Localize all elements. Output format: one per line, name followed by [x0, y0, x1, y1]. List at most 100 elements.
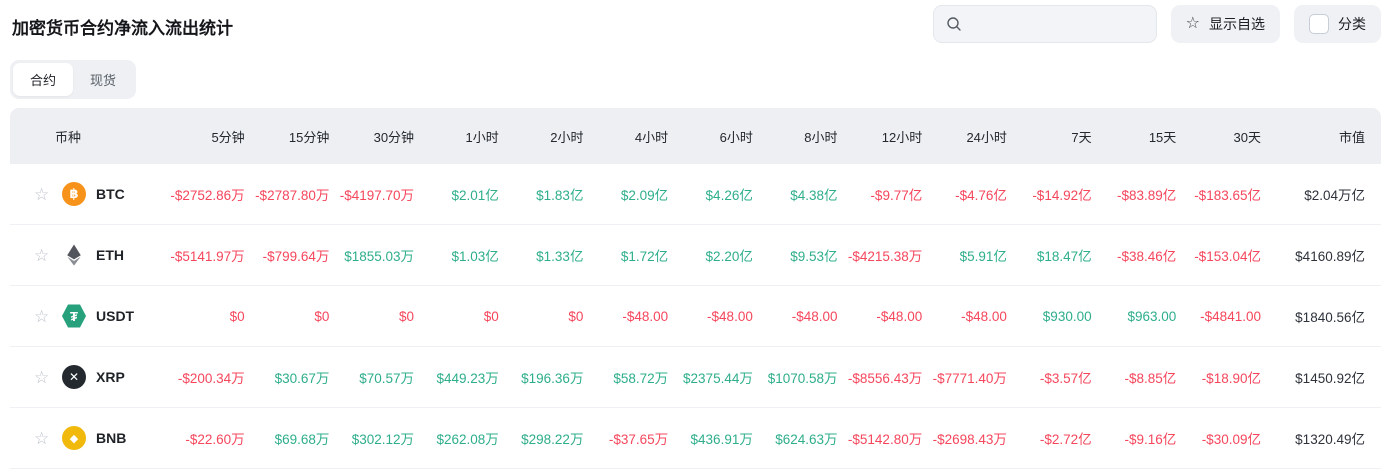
- flow-value: $18.47亿: [1036, 249, 1092, 264]
- flow-value: -$48.00: [622, 308, 669, 324]
- flow-value: $2.20亿: [705, 249, 753, 264]
- flow-value: -$153.04亿: [1194, 249, 1261, 264]
- favorite-star-icon[interactable]: ☆: [34, 184, 50, 204]
- coin-symbol: ETH: [96, 247, 124, 263]
- search-box[interactable]: [932, 5, 1157, 43]
- flow-value: -$799.64万: [262, 249, 330, 264]
- show-favorites-button[interactable]: ☆ 显示自选: [1170, 5, 1280, 43]
- column-header[interactable]: 1小时: [465, 129, 499, 145]
- table-header: 币种 5分钟 15分钟 30分钟 1小时 2小时 4小时 6小时 8小时 12小时 24小时 7天 15…: [10, 108, 1381, 164]
- category-label: 分类: [1338, 16, 1366, 32]
- flow-value: $4.38亿: [790, 188, 838, 203]
- table-row: ☆ ฿ BTC -$2752.86万 -$2787.80万 -$4197.70万 $2.01…: [10, 164, 1381, 225]
- coin-symbol: BNB: [96, 430, 127, 446]
- flow-value: $1070.58万: [767, 371, 838, 386]
- flow-value: -$48.00: [791, 308, 838, 324]
- flow-value: -$9.77亿: [870, 188, 923, 203]
- flow-value: -$48.00: [876, 308, 923, 324]
- flow-value: $2375.44万: [683, 371, 753, 386]
- flow-value: $4.26亿: [705, 188, 753, 203]
- column-header[interactable]: 24小时: [966, 129, 1007, 145]
- flow-value: $262.08万: [436, 432, 499, 447]
- column-header[interactable]: 12小时: [881, 129, 923, 145]
- column-header[interactable]: 30分钟: [373, 129, 415, 145]
- flow-value: -$2752.86万: [170, 188, 245, 203]
- btc-icon: ฿: [62, 182, 86, 206]
- table-row: ☆ ₮ USDT $0 $0 $0 $0 $0 -$48.00 -$48.00 -$48.00 -$4…: [10, 286, 1381, 347]
- flow-value: -$38.46亿: [1117, 249, 1177, 264]
- table-body: ☆ ฿ BTC -$2752.86万 -$2787.80万 -$4197.70万 $2.01…: [10, 164, 1381, 469]
- tab-bar: 合约 现货: [10, 60, 137, 99]
- flow-value: $1.33亿: [536, 249, 584, 264]
- coin-cell[interactable]: ☆ ฿ BTC: [10, 182, 160, 206]
- flow-value: -$22.60万: [185, 432, 245, 447]
- usdt-icon: ₮: [62, 304, 86, 328]
- market-cap-value: $1450.92亿: [1295, 371, 1365, 386]
- tab-contracts[interactable]: 合约: [13, 63, 74, 96]
- flow-value: -$83.89亿: [1117, 188, 1177, 203]
- flow-value: $436.91万: [690, 432, 753, 447]
- column-header[interactable]: 15分钟: [288, 129, 330, 145]
- star-icon: ☆: [1185, 15, 1200, 32]
- column-header[interactable]: 市值: [1338, 129, 1365, 145]
- coin-cell[interactable]: ☆ ✕ XRP: [10, 365, 160, 389]
- flow-table: 币种 5分钟 15分钟 30分钟 1小时 2小时 4小时 6小时 8小时 12小时 24小时 7天 15…: [10, 108, 1381, 469]
- category-button[interactable]: 分类: [1294, 5, 1381, 43]
- flow-value: -$37.65万: [608, 432, 669, 447]
- flow-value: $0: [483, 308, 499, 324]
- flow-value: -$2698.43万: [932, 432, 1007, 447]
- toolbar: ☆ 显示自选 分类: [932, 5, 1381, 43]
- flow-value: -$48.00: [707, 308, 753, 324]
- flow-value: -$3.57亿: [1039, 371, 1092, 386]
- coin-cell[interactable]: ☆ ◆ BNB: [10, 426, 160, 450]
- column-header[interactable]: 30天: [1233, 129, 1261, 145]
- flow-value: -$2787.80万: [255, 188, 330, 203]
- flow-value: -$4215.38万: [847, 249, 923, 264]
- search-input[interactable]: [969, 15, 1144, 33]
- category-checkbox[interactable]: [1309, 14, 1329, 34]
- favorite-star-icon[interactable]: ☆: [34, 428, 50, 448]
- table-row: ☆ ETH -$5141.97万 -$799.64万 $1855.03万 $1.03亿 $1…: [10, 225, 1381, 286]
- flow-value: -$14.92亿: [1032, 188, 1092, 203]
- flow-value: -$7771.40万: [932, 371, 1007, 386]
- column-header[interactable]: 15天: [1148, 129, 1177, 145]
- column-header[interactable]: 5分钟: [211, 129, 245, 145]
- flow-value: $2.01亿: [451, 188, 499, 203]
- market-cap-value: $2.04万亿: [1304, 188, 1365, 203]
- page-title: 加密货币合约净流入流出统计: [12, 19, 233, 38]
- flow-value: -$8556.43万: [847, 371, 923, 386]
- coin-cell[interactable]: ☆ ETH: [10, 243, 160, 267]
- favorite-star-icon[interactable]: ☆: [34, 367, 50, 387]
- flow-value: $963.00: [1127, 308, 1177, 324]
- column-header[interactable]: 2小时: [550, 129, 584, 145]
- column-header[interactable]: 7天: [1071, 129, 1092, 145]
- flow-value: -$4197.70万: [339, 188, 415, 203]
- flow-value: -$30.09亿: [1201, 432, 1261, 447]
- tab-spot[interactable]: 现货: [90, 73, 117, 88]
- flow-value: $69.68万: [274, 432, 330, 447]
- flow-value: $298.22万: [521, 432, 584, 447]
- flow-value: -$4.76亿: [955, 188, 1007, 203]
- market-cap-value: $1840.56亿: [1295, 310, 1365, 325]
- coin-symbol: XRP: [96, 369, 125, 385]
- flow-value: $0: [314, 308, 330, 324]
- favorite-star-icon[interactable]: ☆: [34, 306, 50, 326]
- column-header[interactable]: 6小时: [719, 129, 753, 145]
- column-header[interactable]: 8小时: [804, 129, 838, 145]
- coin-cell[interactable]: ☆ ₮ USDT: [10, 304, 160, 328]
- favorite-star-icon[interactable]: ☆: [34, 245, 50, 265]
- flow-value: $1.72亿: [620, 249, 669, 264]
- market-cap-value: $1320.49亿: [1295, 432, 1365, 447]
- flow-value: $1.83亿: [536, 188, 584, 203]
- flow-value: -$5141.97万: [170, 249, 245, 264]
- coin-symbol: USDT: [96, 308, 135, 324]
- column-header[interactable]: 4小时: [634, 129, 669, 145]
- column-header[interactable]: 币种: [55, 129, 82, 145]
- market-cap-value: $4160.89亿: [1295, 249, 1365, 264]
- flow-value: -$4841.00: [1200, 308, 1261, 324]
- flow-value: $624.63万: [775, 432, 838, 447]
- show-favorites-label: 显示自选: [1209, 16, 1265, 32]
- flow-value: $449.23万: [436, 371, 499, 386]
- flow-value: -$18.90亿: [1201, 371, 1261, 386]
- bnb-icon: ◆: [62, 426, 86, 450]
